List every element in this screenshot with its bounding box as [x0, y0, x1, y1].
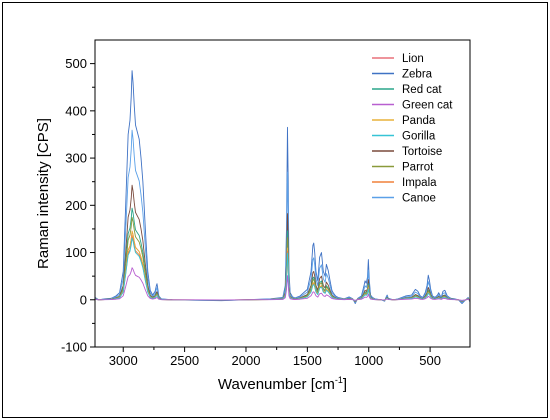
legend-label: Panda	[402, 115, 436, 127]
legend-label: Lion	[402, 53, 424, 65]
y-tick-label: 200	[65, 198, 87, 213]
series-line-parrot	[94, 216, 471, 302]
series-layer	[94, 70, 471, 304]
y-tick-label: 0	[80, 292, 87, 307]
legend-label: Parrot	[402, 162, 434, 174]
legend-label: Green cat	[402, 100, 453, 112]
legend-label: Zebra	[402, 69, 433, 81]
x-axis-title-tail: ]	[343, 376, 347, 393]
series-line-tortoise	[94, 184, 471, 303]
y-axis: -100 0 100 200 300 400 500	[61, 56, 95, 355]
x-tick-label: 1000	[354, 353, 383, 368]
legend-label: Canoe	[402, 193, 436, 205]
series-line-zebra	[94, 70, 471, 304]
x-tick-label: 2500	[170, 353, 199, 368]
y-tick-label: -100	[61, 340, 87, 355]
series-line-canoe	[94, 129, 471, 304]
plot-area: 3000 2500 2000 1500 1000 500 -100 0 100 200 300 40…	[61, 39, 471, 368]
x-tick-label: 3000	[109, 353, 138, 368]
x-tick-label: 1500	[293, 353, 322, 368]
legend-label: Red cat	[402, 84, 442, 96]
x-axis-title: Wavenumber [cm-1]	[218, 375, 347, 393]
x-axis-title-superscript: -1	[335, 375, 343, 385]
x-axis: 3000 2500 2000 1500 1000 500	[109, 347, 441, 368]
legend-label: Tortoise	[402, 146, 442, 158]
legend-label: Gorilla	[402, 131, 436, 143]
y-axis-title: Raman intensity [CPS]	[35, 118, 52, 269]
y-tick-label: 300	[65, 151, 87, 166]
y-tick-label: 100	[65, 245, 87, 260]
x-axis-title-main: Wavenumber [cm	[218, 376, 335, 393]
series-line-green-cat	[94, 267, 471, 301]
y-tick-label: 500	[65, 56, 87, 71]
series-line-gorilla	[94, 237, 471, 302]
plot-frame	[94, 39, 471, 348]
legend-label: Impala	[402, 177, 437, 189]
y-tick-label: 400	[65, 103, 87, 118]
x-tick-label: 500	[419, 353, 441, 368]
legend: Lion Zebra Red cat Green cat Panda Gorilla Tor…	[372, 53, 453, 205]
x-tick-label: 2000	[232, 353, 261, 368]
